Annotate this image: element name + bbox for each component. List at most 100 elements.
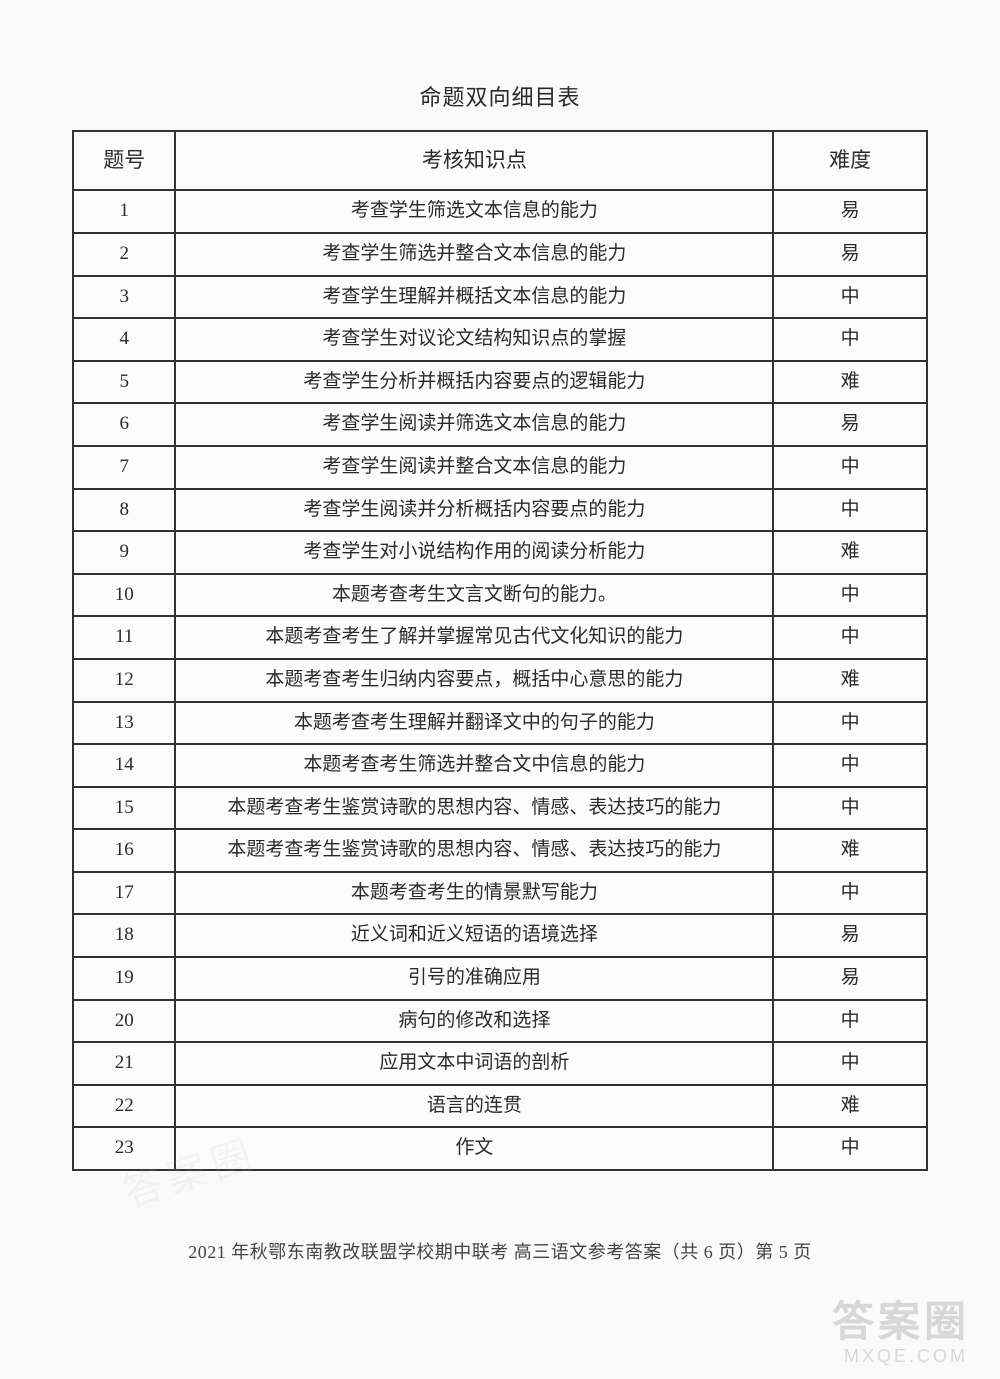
cell-difficulty: 中 — [773, 446, 927, 489]
watermark-main: 答案圈 — [832, 1288, 970, 1349]
cell-num: 3 — [73, 276, 175, 319]
cell-content: 病句的修改和选择 — [175, 1000, 773, 1043]
header-content: 考核知识点 — [175, 131, 773, 190]
cell-difficulty: 易 — [773, 233, 927, 276]
cell-num: 15 — [73, 787, 175, 830]
cell-difficulty: 中 — [773, 318, 927, 361]
watermark-sub: MXQE.COM — [844, 1346, 968, 1367]
page-footer: 2021 年秋鄂东南教改联盟学校期中联考 高三语文参考答案（共 6 页）第 5 … — [0, 1238, 1000, 1264]
cell-num: 1 — [73, 190, 175, 233]
table-row: 7考查学生阅读并整合文本信息的能力中 — [73, 446, 927, 489]
cell-content: 考查学生对小说结构作用的阅读分析能力 — [175, 531, 773, 574]
table-row: 11本题考查考生了解并掌握常见古代文化知识的能力中 — [73, 616, 927, 659]
table-row: 9考查学生对小说结构作用的阅读分析能力难 — [73, 531, 927, 574]
table-row: 18近义词和近义短语的语境选择易 — [73, 914, 927, 957]
cell-difficulty: 难 — [773, 829, 927, 872]
table-row: 8考查学生阅读并分析概括内容要点的能力中 — [73, 489, 927, 532]
table-row: 23作文中 — [73, 1127, 927, 1170]
cell-content: 考查学生理解并概括文本信息的能力 — [175, 276, 773, 319]
cell-difficulty: 中 — [773, 1127, 927, 1170]
cell-difficulty: 难 — [773, 1085, 927, 1128]
cell-num: 14 — [73, 744, 175, 787]
cell-difficulty: 易 — [773, 403, 927, 446]
cell-difficulty: 易 — [773, 957, 927, 1000]
cell-difficulty: 中 — [773, 1000, 927, 1043]
cell-difficulty: 中 — [773, 574, 927, 617]
cell-content: 本题考查考生了解并掌握常见古代文化知识的能力 — [175, 616, 773, 659]
cell-content: 考查学生阅读并筛选文本信息的能力 — [175, 403, 773, 446]
cell-difficulty: 难 — [773, 531, 927, 574]
table-row: 15本题考查考生鉴赏诗歌的思想内容、情感、表达技巧的能力中 — [73, 787, 927, 830]
table-row: 21应用文本中词语的剖析中 — [73, 1042, 927, 1085]
cell-num: 7 — [73, 446, 175, 489]
header-num: 题号 — [73, 131, 175, 190]
cell-content: 考查学生阅读并整合文本信息的能力 — [175, 446, 773, 489]
cell-num: 18 — [73, 914, 175, 957]
table-row: 5考查学生分析并概括内容要点的逻辑能力难 — [73, 361, 927, 404]
cell-num: 4 — [73, 318, 175, 361]
cell-num: 12 — [73, 659, 175, 702]
cell-difficulty: 易 — [773, 190, 927, 233]
cell-difficulty: 中 — [773, 276, 927, 319]
cell-content: 引号的准确应用 — [175, 957, 773, 1000]
cell-difficulty: 中 — [773, 702, 927, 745]
cell-num: 20 — [73, 1000, 175, 1043]
cell-num: 21 — [73, 1042, 175, 1085]
table-row: 20病句的修改和选择中 — [73, 1000, 927, 1043]
table-row: 13本题考查考生理解并翻译文中的句子的能力中 — [73, 702, 927, 745]
cell-difficulty: 中 — [773, 872, 927, 915]
table-row: 16本题考查考生鉴赏诗歌的思想内容、情感、表达技巧的能力难 — [73, 829, 927, 872]
header-difficulty: 难度 — [773, 131, 927, 190]
cell-difficulty: 中 — [773, 1042, 927, 1085]
cell-content: 考查学生筛选文本信息的能力 — [175, 190, 773, 233]
table-row: 6考查学生阅读并筛选文本信息的能力易 — [73, 403, 927, 446]
cell-num: 22 — [73, 1085, 175, 1128]
cell-content: 作文 — [175, 1127, 773, 1170]
cell-content: 近义词和近义短语的语境选择 — [175, 914, 773, 957]
cell-num: 8 — [73, 489, 175, 532]
table-title: 命题双向细目表 — [72, 80, 928, 112]
cell-content: 本题考查考生筛选并整合文中信息的能力 — [175, 744, 773, 787]
cell-difficulty: 中 — [773, 744, 927, 787]
specification-table: 题号 考核知识点 难度 1考查学生筛选文本信息的能力易2考查学生筛选并整合文本信… — [72, 130, 928, 1171]
table-row: 1考查学生筛选文本信息的能力易 — [73, 190, 927, 233]
table-row: 12本题考查考生归纳内容要点，概括中心意思的能力难 — [73, 659, 927, 702]
cell-num: 10 — [73, 574, 175, 617]
cell-content: 语言的连贯 — [175, 1085, 773, 1128]
cell-num: 23 — [73, 1127, 175, 1170]
table-row: 22语言的连贯难 — [73, 1085, 927, 1128]
cell-num: 11 — [73, 616, 175, 659]
cell-content: 考查学生对议论文结构知识点的掌握 — [175, 318, 773, 361]
table-row: 4考查学生对议论文结构知识点的掌握中 — [73, 318, 927, 361]
cell-difficulty: 中 — [773, 787, 927, 830]
cell-num: 19 — [73, 957, 175, 1000]
table-row: 10本题考查考生文言文断句的能力。中 — [73, 574, 927, 617]
table-header-row: 题号 考核知识点 难度 — [73, 131, 927, 190]
cell-content: 本题考查考生理解并翻译文中的句子的能力 — [175, 702, 773, 745]
table-row: 3考查学生理解并概括文本信息的能力中 — [73, 276, 927, 319]
cell-num: 2 — [73, 233, 175, 276]
cell-content: 本题考查考生文言文断句的能力。 — [175, 574, 773, 617]
cell-num: 5 — [73, 361, 175, 404]
cell-num: 13 — [73, 702, 175, 745]
cell-content: 考查学生阅读并分析概括内容要点的能力 — [175, 489, 773, 532]
document-page: 命题双向细目表 题号 考核知识点 难度 1考查学生筛选文本信息的能力易2考查学生… — [0, 0, 1000, 1379]
cell-content: 考查学生分析并概括内容要点的逻辑能力 — [175, 361, 773, 404]
cell-content: 本题考查考生鉴赏诗歌的思想内容、情感、表达技巧的能力 — [175, 829, 773, 872]
cell-content: 本题考查考生鉴赏诗歌的思想内容、情感、表达技巧的能力 — [175, 787, 773, 830]
cell-content: 考查学生筛选并整合文本信息的能力 — [175, 233, 773, 276]
cell-difficulty: 难 — [773, 659, 927, 702]
cell-num: 16 — [73, 829, 175, 872]
cell-content: 本题考查考生归纳内容要点，概括中心意思的能力 — [175, 659, 773, 702]
cell-num: 6 — [73, 403, 175, 446]
cell-content: 本题考查考生的情景默写能力 — [175, 872, 773, 915]
cell-num: 9 — [73, 531, 175, 574]
cell-difficulty: 易 — [773, 914, 927, 957]
table-row: 14本题考查考生筛选并整合文中信息的能力中 — [73, 744, 927, 787]
table-row: 17本题考查考生的情景默写能力中 — [73, 872, 927, 915]
cell-content: 应用文本中词语的剖析 — [175, 1042, 773, 1085]
cell-difficulty: 中 — [773, 489, 927, 532]
cell-difficulty: 中 — [773, 616, 927, 659]
cell-num: 17 — [73, 872, 175, 915]
table-row: 19引号的准确应用易 — [73, 957, 927, 1000]
